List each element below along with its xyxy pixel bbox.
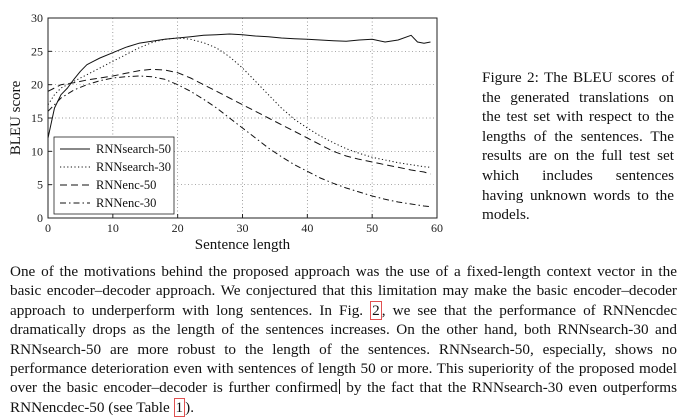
x-tick-label: 20 [172,221,184,235]
bleu-figure: 0 10 20 30 40 50 60 0 5 10 15 20 25 30 Sentence length… [0,0,450,258]
series-line-rnnsearch-50 [47,33,431,139]
y-tick-label: 15 [31,111,43,125]
x-tick-label: 30 [237,221,249,235]
series-line-rnnenc-30 [47,75,431,208]
body-text-part-1: One of the motivations behind the propos… [10,263,677,319]
x-tick-label: 10 [107,221,119,235]
figure-reference-link[interactable]: 2 [370,300,382,320]
y-axis-label: BLEU score [8,80,24,155]
figure-caption: Figure 2: The BLEU scores of the generat… [482,69,674,224]
y-tick-label: 30 [31,11,43,25]
y-tick-label: 0 [37,211,43,225]
body-paragraph: One of the motivations behind the propos… [10,262,677,417]
y-tick-label: 25 [31,44,43,58]
legend-label: RNNenc-30 [96,196,156,210]
x-tick-label: 0 [45,221,51,235]
legend-label: RNNenc-50 [96,178,156,192]
body-text-part-3: by the fact that the RNNsearch-30 even o… [10,379,677,416]
y-tick-label: 5 [37,178,43,192]
legend-label: RNNsearch-50 [96,142,171,156]
body-text-part-4: ). [185,398,194,416]
x-tick-label: 50 [366,221,378,235]
bleu-line-chart: 0 10 20 30 40 50 60 0 5 10 15 20 25 30 Sentence length… [8,11,443,253]
x-tick-label: 60 [431,221,443,235]
legend-label: RNNsearch-30 [96,160,171,174]
legend-box [53,136,175,215]
x-axis-label: Sentence length [195,237,291,253]
series-line-rnnenc-50 [47,68,431,175]
body-text-part-2: , we see that the performance of RNNencd… [10,301,677,397]
x-tick-label: 40 [301,221,313,235]
table-reference-link[interactable]: 1 [173,397,186,417]
y-tick-label: 20 [31,78,43,92]
text-cursor [338,379,340,395]
y-tick-label: 10 [31,144,43,158]
